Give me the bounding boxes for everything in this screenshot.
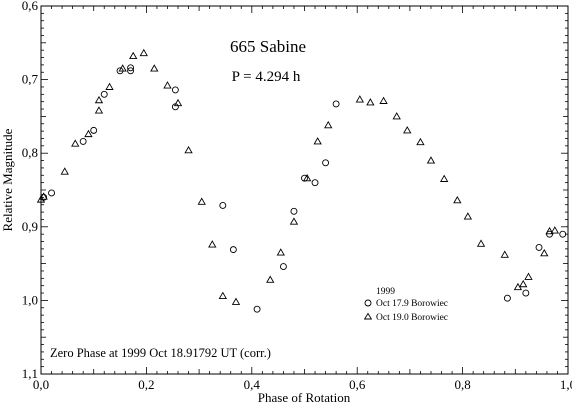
data-point-triangle: [60, 167, 69, 175]
period-label: P = 4.294 h: [232, 69, 301, 85]
data-point-circle: [90, 126, 98, 134]
data-point-triangle: [366, 98, 375, 106]
data-point-circle: [127, 67, 135, 75]
y-tick-label: 0,9: [22, 219, 38, 234]
data-point-triangle: [150, 64, 159, 72]
data-point-circle: [229, 246, 237, 254]
y-tick-label: 0,7: [22, 72, 39, 87]
data-point-triangle: [118, 64, 127, 72]
data-point-triangle: [231, 297, 241, 305]
legend: 1999 Oct 17.9 Borowiec Oct 19.0 Borowiec: [363, 287, 448, 323]
data-point-triangle: [476, 239, 486, 247]
x-tick-label: 0,4: [244, 377, 261, 392]
tick-labels: 0,6 0,7 0,8 0,9 1,0 1,10,0 0,2 0,4 0,6 0,8 1,0: [22, 0, 572, 392]
data-point-triangle: [463, 212, 473, 220]
y-tick-label: 0,6: [22, 0, 39, 13]
data-point-circle: [79, 137, 87, 145]
y-tick-label: 0,8: [22, 145, 38, 160]
x-axis-title: Phase of Rotation: [258, 390, 351, 405]
data-point-circle: [171, 86, 179, 94]
data-point-triangle: [71, 139, 80, 147]
data-point-circle: [311, 179, 319, 187]
legend-triangle-marker: [363, 312, 373, 320]
x-tick-label: 0,2: [138, 377, 154, 392]
data-point-triangle: [266, 275, 275, 283]
data-point-triangle: [439, 174, 449, 182]
zero-phase-note: Zero Phase at 1999 Oct 18.91792 UT (corr…: [50, 346, 271, 360]
data-point-triangle: [500, 250, 509, 258]
data-point-triangle: [540, 248, 549, 257]
y-tick-label: 1,0: [22, 292, 38, 307]
chart-title: 665 Sabine: [230, 37, 306, 56]
legend-label-oct-19: Oct 19.0 Borowiec: [376, 313, 448, 323]
data-point-circle: [503, 294, 511, 302]
x-tick-label: 1,0: [560, 377, 572, 392]
data-point-circle: [219, 202, 227, 209]
data-point-triangle: [289, 217, 299, 225]
data-point-triangle: [453, 195, 462, 204]
data-point-circle: [522, 289, 530, 297]
data-point-triangle: [173, 98, 183, 107]
axis-ticks: [40, 5, 569, 375]
data-point-circle: [253, 305, 261, 313]
data-point-triangle: [163, 81, 172, 89]
legend-circle-marker: [364, 299, 372, 307]
x-tick-label: 0,8: [454, 377, 470, 392]
data-point-triangle: [197, 197, 206, 205]
data-point-triangle: [355, 95, 365, 103]
data-point-triangle: [276, 248, 285, 256]
data-point-triangle: [519, 279, 528, 288]
data-point-triangle: [129, 51, 138, 60]
data-point-triangle: [545, 226, 554, 235]
data-point-circle: [559, 230, 567, 238]
data-point-circle: [127, 64, 135, 72]
data-point-triangle: [524, 272, 533, 280]
data-point-triangle: [94, 95, 104, 104]
data-point-triangle: [84, 129, 93, 138]
plot-frame: [40, 5, 569, 375]
data-point-circle: [290, 207, 298, 215]
data-point-circle: [279, 263, 287, 270]
data-point-triangle: [550, 226, 560, 234]
data-point-circle: [322, 159, 330, 167]
data-point-triangle: [139, 48, 148, 57]
data-point-triangle: [105, 82, 114, 90]
y-axis-title: Relative Magnitude: [0, 128, 15, 231]
data-point-circle: [48, 189, 55, 197]
data-points: [36, 48, 567, 313]
data-point-circle: [535, 243, 543, 251]
data-point-triangle: [184, 145, 193, 154]
data-point-circle: [100, 90, 108, 98]
y-tick-label: 1,1: [22, 366, 38, 381]
data-point-triangle: [313, 137, 322, 145]
legend-title: 1999: [376, 287, 395, 297]
data-point-triangle: [379, 96, 388, 104]
x-tick-label: 0,6: [349, 377, 366, 392]
data-point-triangle: [208, 240, 217, 248]
data-point-triangle: [94, 106, 104, 114]
data-point-triangle: [403, 126, 412, 134]
data-point-circle: [332, 100, 340, 108]
data-point-triangle: [324, 120, 333, 129]
data-point-triangle: [302, 173, 312, 182]
data-point-triangle: [416, 137, 425, 146]
data-point-triangle: [39, 192, 48, 200]
legend-label-oct-17: Oct 17.9 Borowiec: [376, 299, 448, 309]
x-tick-label: 0,0: [33, 377, 49, 392]
data-point-triangle: [392, 112, 401, 120]
data-point-triangle: [426, 156, 436, 164]
data-point-triangle: [218, 291, 227, 299]
